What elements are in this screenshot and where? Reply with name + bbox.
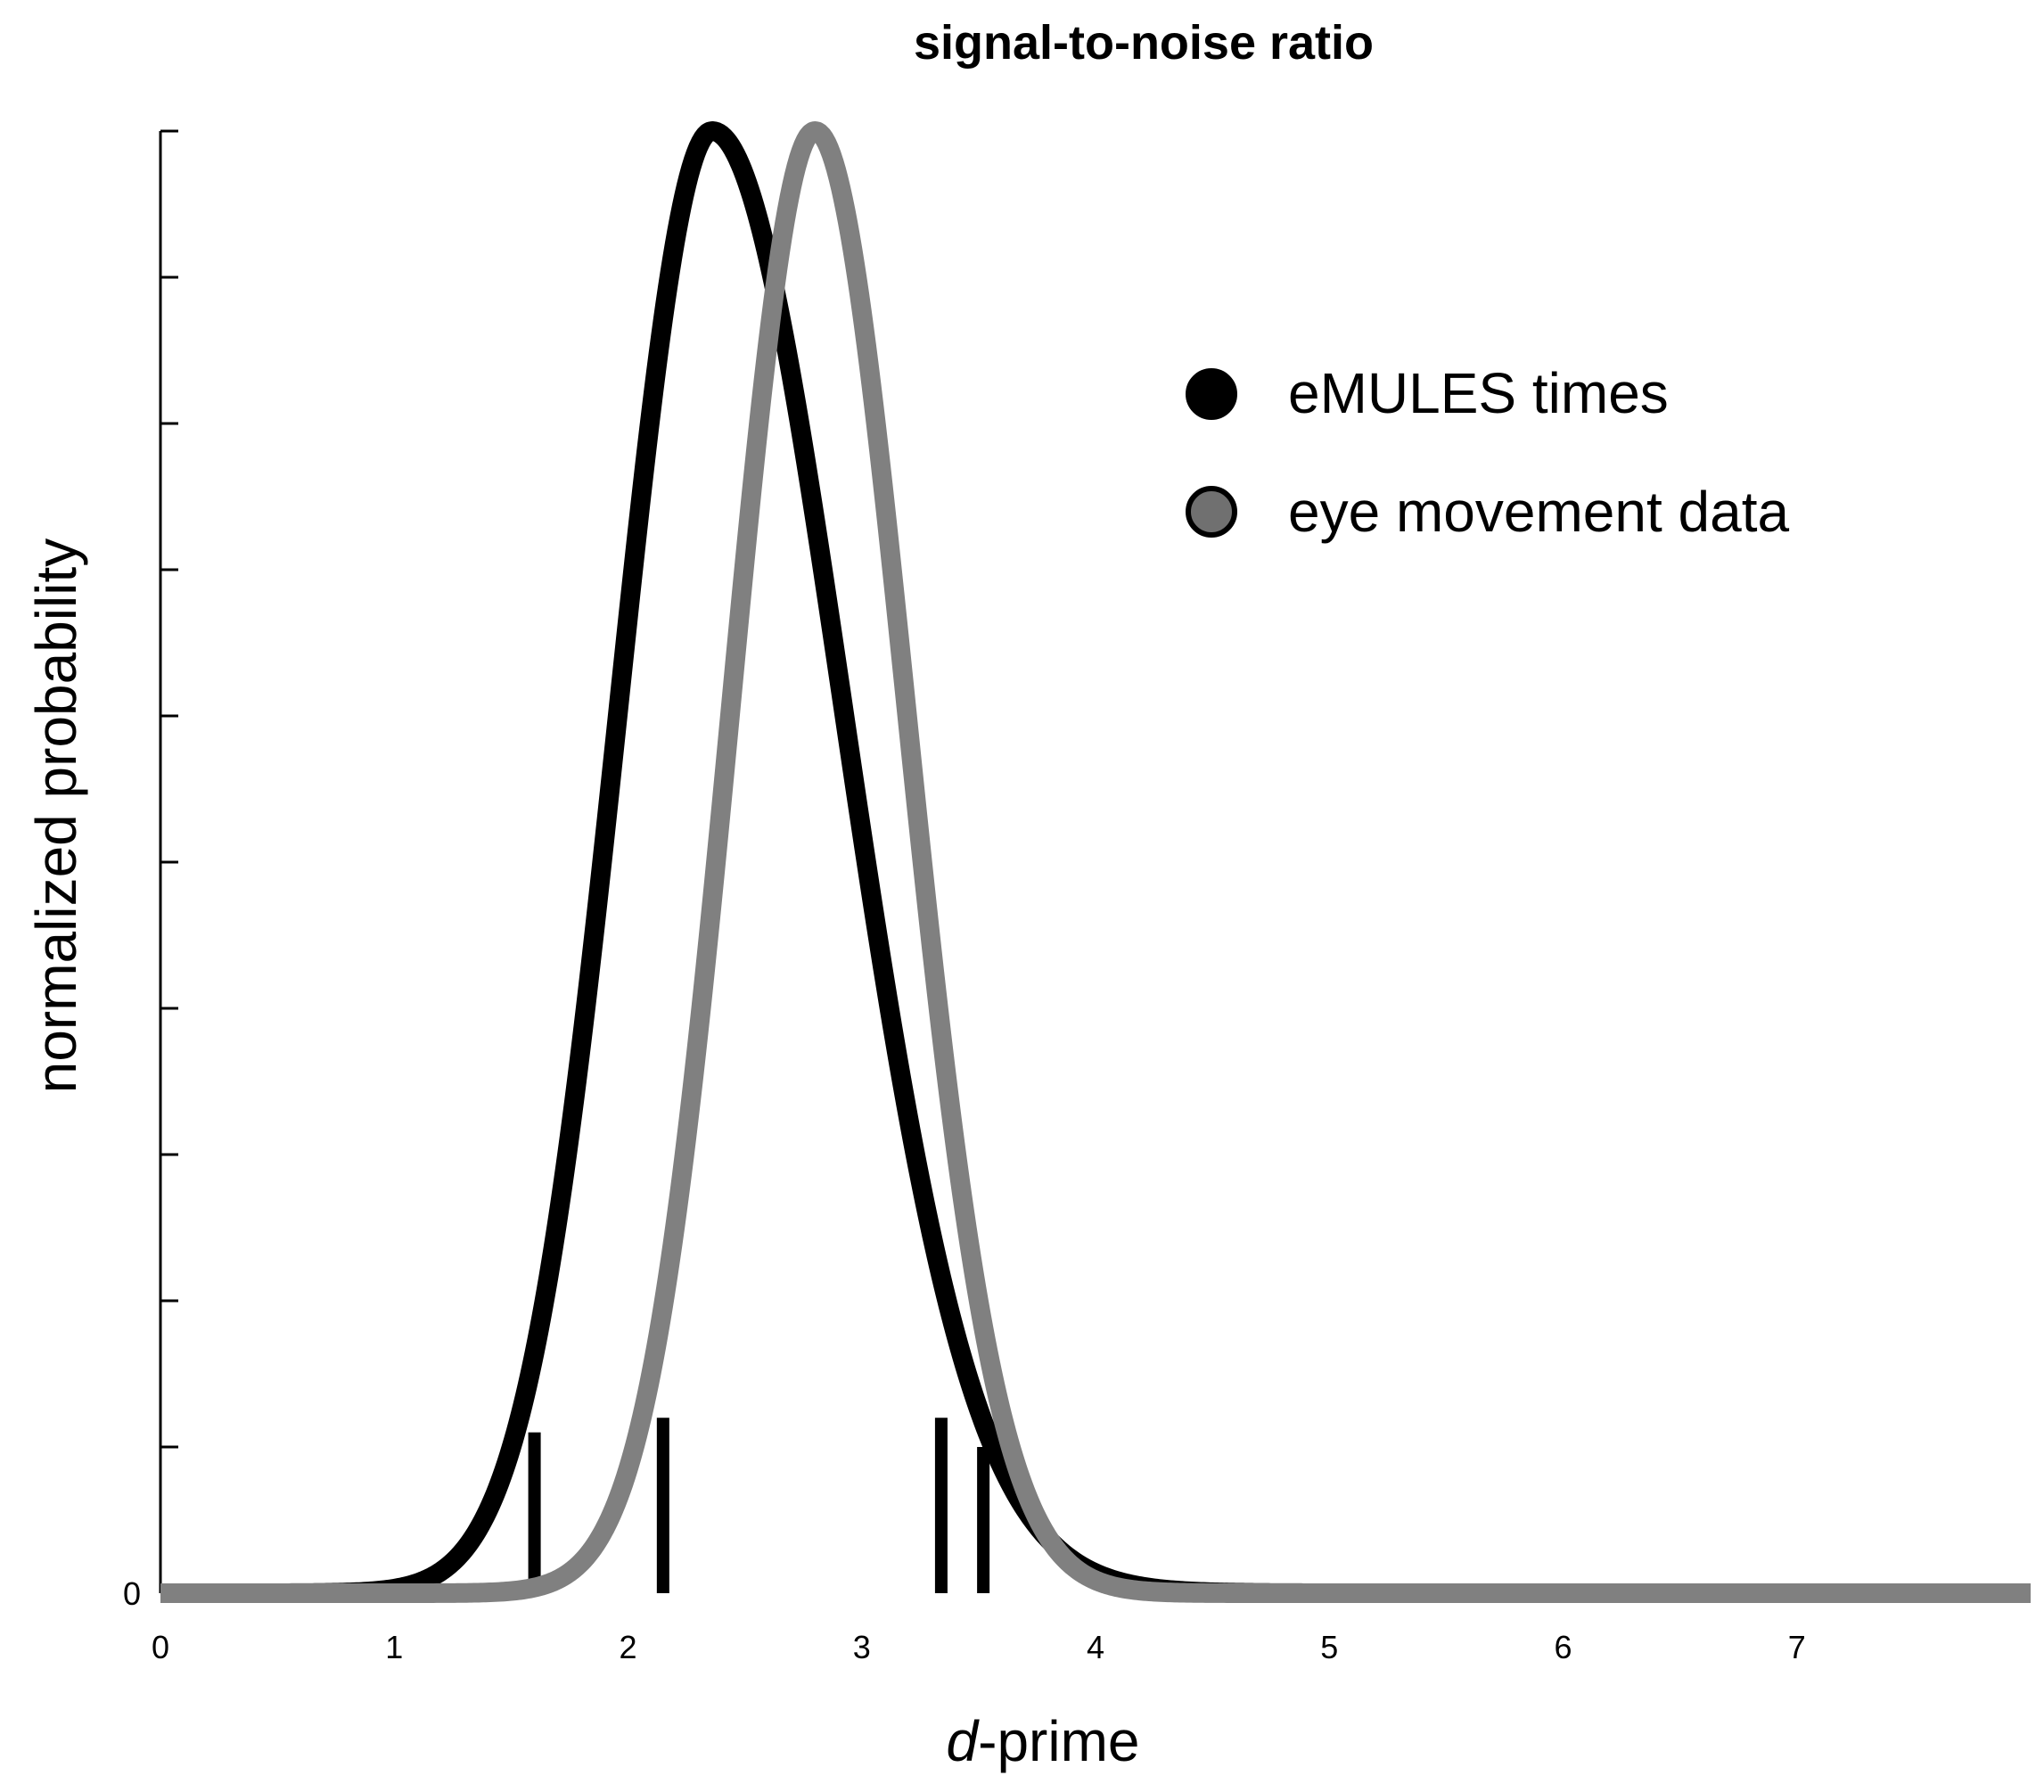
x-tick-label-2: 2 [619,1629,636,1665]
x-tick-label-3: 3 [853,1629,871,1665]
x-tick-label-0: 0 [152,1629,169,1665]
series-line-1 [152,121,2039,1603]
legend-marker-eye-movement-data [1186,486,1237,538]
y-ticks [160,129,178,1595]
series-0 [152,121,2039,1603]
x-axis-label-rest: -prime [978,1709,1139,1773]
x-tick-label-1: 1 [385,1629,403,1665]
x-tick-label-5: 5 [1320,1629,1338,1665]
x-axis-label: d-prime [947,1709,1140,1773]
chart-title: signal-to-noise ratio [914,16,1374,70]
y-axis-label: normalized probability [24,538,88,1094]
x-axis: 0 1 2 3 4 5 6 7 [152,1629,1806,1665]
y-axis: 0 [123,129,178,1612]
series-1 [152,121,2039,1603]
series-layer [152,121,2039,1603]
legend-marker-emules-times [1186,368,1237,420]
legend-label-eye-movement-data: eye movement data [1288,480,1790,544]
series-line-0 [152,121,2039,1603]
legend: eMULES times eye movement data [1186,361,1790,544]
x-tick-label-6: 6 [1554,1629,1572,1665]
x-tick-label-4: 4 [1087,1629,1104,1665]
x-tick-labels: 0 1 2 3 4 5 6 7 [152,1629,1806,1665]
legend-label-emules-times: eMULES times [1288,361,1669,425]
x-axis-label-italic: d [947,1709,981,1773]
x-tick-label-7: 7 [1788,1629,1806,1665]
y-tick-label-zero: 0 [123,1575,141,1612]
